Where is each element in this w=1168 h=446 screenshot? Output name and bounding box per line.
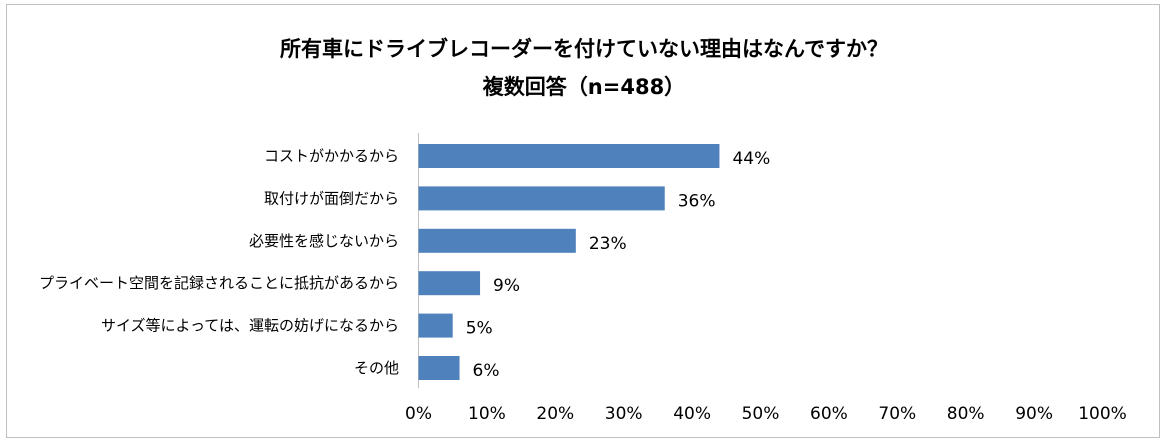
- x-tick-labels-layer: 0% 10% 20% 30% 40% 50% 60% 70% 80% 90% 100%: [405, 404, 1127, 424]
- chart-subtitle: 複数回答（n=488）: [482, 75, 686, 99]
- bars-layer: [418, 144, 720, 380]
- data-label: 6%: [473, 361, 500, 381]
- data-label: 5%: [466, 319, 493, 339]
- x-tick-label: 100%: [1078, 404, 1127, 424]
- category-label: その他: [354, 359, 399, 377]
- bar: [418, 271, 481, 296]
- bar: [418, 144, 720, 168]
- x-tick-label: 30%: [605, 404, 643, 424]
- x-tick-label: 90%: [1015, 404, 1053, 424]
- chart-title: 所有車にドライブレコーダーを付けていない理由はなんですか？: [280, 37, 888, 61]
- bar: [418, 313, 453, 338]
- data-label: 9%: [493, 276, 520, 296]
- x-tick-label: 50%: [742, 404, 780, 424]
- category-label: 取付けが面倒だから: [264, 189, 399, 207]
- category-label: サイズ等によっては、運転の妨げになるから: [101, 317, 399, 335]
- x-tick-label: 40%: [673, 404, 711, 424]
- value-labels-layer: 44% 36% 23% 9% 5% 6%: [466, 149, 771, 381]
- x-tick-label: 80%: [947, 404, 985, 424]
- data-label: 36%: [678, 191, 716, 211]
- bar: [418, 228, 576, 253]
- x-tick-label: 20%: [536, 404, 574, 424]
- data-label: 44%: [732, 149, 770, 169]
- x-tick-label: 60%: [810, 404, 848, 424]
- x-tick-label: 0%: [405, 404, 432, 424]
- x-tick-label: 70%: [878, 404, 916, 424]
- bar: [418, 356, 460, 380]
- bar: [418, 186, 665, 211]
- x-tick-label: 10%: [468, 404, 506, 424]
- category-label: プライベート空間を記録されることに抵抗があるから: [39, 274, 399, 292]
- category-label: 必要性を感じないから: [249, 232, 399, 250]
- category-labels-layer: コストがかかるから取付けが面倒だから必要性を感じないからプライベート空間を記録さ…: [39, 147, 399, 377]
- data-label: 23%: [589, 234, 627, 254]
- chart-frame: [6, 4, 1160, 438]
- category-label: コストがかかるから: [264, 147, 399, 165]
